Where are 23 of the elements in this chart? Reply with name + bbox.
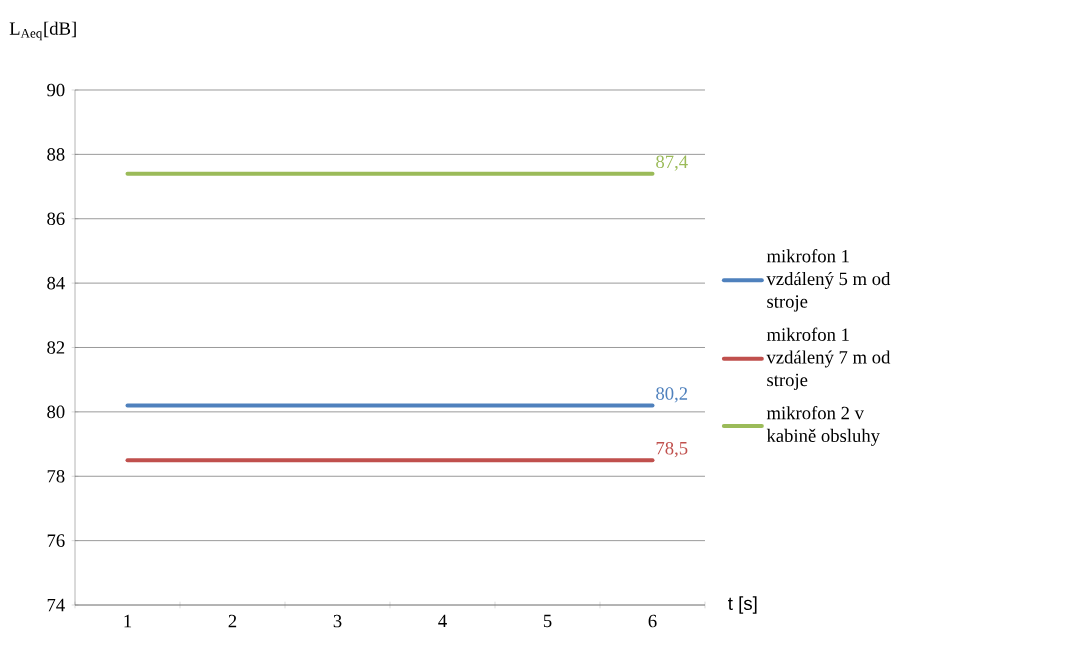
data-label: 87,4 bbox=[656, 155, 688, 171]
x-tick-label: 5 bbox=[543, 614, 552, 628]
y-tick-label: 76 bbox=[47, 534, 65, 547]
legend-label: mikrofon 1 vzdálený 5 m od stroje bbox=[766, 249, 891, 312]
y-axis-title: L$_{Aeq}$[dB] bbox=[9, 21, 76, 41]
legend-label: mikrofon 1 vzdálený 7 m od stroje bbox=[766, 327, 891, 391]
x-tick-label: 4 bbox=[438, 614, 447, 628]
y-tick-label: 86 bbox=[47, 212, 65, 226]
x-tick-label: 2 bbox=[228, 614, 237, 628]
legend-label: mikrofon 2 v kabině obsluhy bbox=[766, 406, 880, 446]
data-label: 78,5 bbox=[656, 441, 688, 458]
y-tick-label: 88 bbox=[47, 148, 65, 161]
y-tick-label: 80 bbox=[47, 405, 65, 419]
y-tick-label: 78 bbox=[47, 469, 65, 483]
y-tick-label: 82 bbox=[47, 341, 65, 354]
x-tick-label: 3 bbox=[333, 614, 342, 628]
x-axis-title: t [s] bbox=[728, 596, 757, 614]
y-tick-label: 84 bbox=[47, 276, 65, 290]
data-label: 80,2 bbox=[656, 387, 688, 403]
x-tick-label: 6 bbox=[648, 614, 657, 628]
y-tick-label: 74 bbox=[47, 598, 65, 612]
y-tick-label: 90 bbox=[47, 83, 65, 97]
x-tick-label: 1 bbox=[124, 614, 132, 628]
